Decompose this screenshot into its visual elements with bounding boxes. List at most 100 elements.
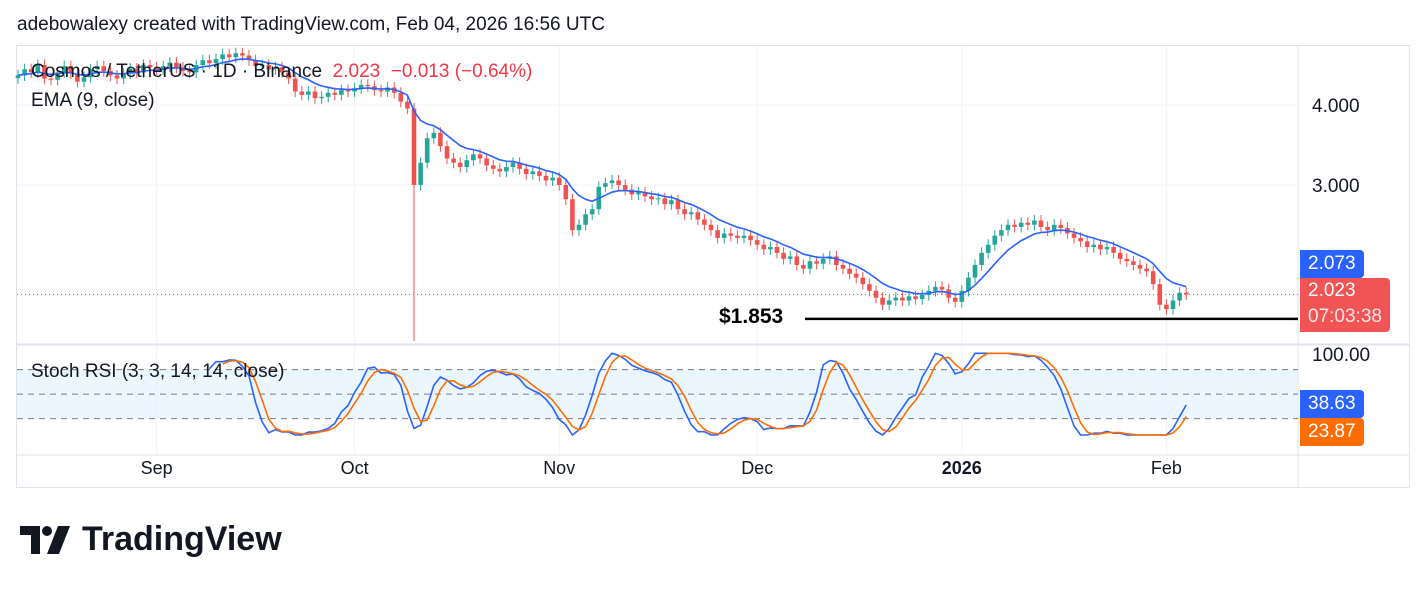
candle-body: [906, 296, 912, 301]
candle-body: [471, 154, 476, 161]
candle-body: [972, 264, 978, 278]
candle-body: [669, 200, 674, 205]
candle-body: [1038, 220, 1044, 227]
candle-body: [510, 162, 516, 168]
candle-body: [319, 96, 324, 99]
candle-body: [246, 55, 252, 61]
candle-body: [220, 54, 225, 60]
candle-body: [952, 297, 958, 302]
support-label: $1.853: [719, 305, 784, 328]
chart-frame[interactable]: [16, 45, 1410, 488]
candle-body: [1051, 224, 1057, 231]
time-axis-label: Sep: [141, 458, 173, 478]
candle-body: [147, 64, 153, 68]
candle-body: [867, 284, 872, 291]
candle-body: [35, 64, 41, 73]
candle-body: [490, 165, 496, 169]
candle-body: [1025, 222, 1031, 225]
candle-body: [1131, 261, 1136, 265]
candle-body: [306, 91, 311, 95]
candle-body: [1045, 226, 1050, 231]
candle-body: [477, 154, 483, 159]
candle-body: [873, 290, 879, 298]
candle-body: [174, 62, 179, 68]
stoch-rsi-legend[interactable]: Stoch RSI (3, 3, 14, 14, close): [31, 361, 285, 382]
candle-body: [570, 199, 575, 231]
candle-body: [1164, 304, 1169, 310]
candle-body: [127, 68, 133, 74]
candle-body: [438, 132, 443, 147]
candle-body: [358, 84, 364, 89]
candle-body: [15, 75, 21, 79]
candle-body: [114, 75, 120, 79]
candle-body: [292, 78, 298, 92]
candle-body: [847, 268, 852, 274]
symbol-legend[interactable]: Cosmos / TetherUS · 1D · Binance 2.023 −…: [31, 61, 532, 83]
candle-body: [900, 297, 905, 301]
candle-body: [985, 244, 991, 253]
candle-body: [42, 64, 47, 79]
symbol-title: Cosmos / TetherUS · 1D · Binance: [31, 61, 323, 82]
candle-body: [979, 252, 984, 265]
attribution: adebowalexy created with TradingView.com…: [17, 14, 605, 35]
candle-body: [464, 160, 470, 168]
stoch-k-line: [208, 352, 1187, 437]
time-axis-label: Dec: [741, 458, 773, 478]
candle-body: [537, 171, 542, 176]
ema-legend[interactable]: EMA (9, close): [31, 90, 155, 111]
candle-body: [332, 92, 338, 95]
candle-body: [1117, 252, 1123, 259]
candle-body: [880, 297, 885, 305]
candle-body: [101, 66, 107, 72]
bar-countdown: 07:03:38: [1308, 306, 1382, 327]
candle-body: [530, 171, 536, 175]
candle-body: [939, 286, 945, 290]
candle-body: [655, 198, 661, 200]
candle-body: [378, 90, 384, 92]
ema-price-tag: 2.073: [1300, 250, 1364, 278]
candle-body: [933, 286, 938, 291]
candle-body: [550, 177, 555, 181]
candle-body: [1012, 224, 1017, 227]
candle-body: [834, 256, 839, 265]
candle-body: [339, 90, 344, 95]
candle-body: [616, 180, 621, 185]
candle-body: [583, 214, 588, 225]
candle-body: [273, 67, 278, 70]
candle-body: [886, 300, 892, 305]
candle-body: [523, 168, 529, 175]
candle-body: [543, 175, 549, 181]
candle-body: [1018, 222, 1024, 227]
candle-body: [1104, 247, 1110, 250]
time-axis-label: Oct: [341, 458, 369, 478]
candle-body: [992, 235, 998, 245]
ema-line: [17, 58, 1187, 296]
candle-body: [754, 240, 760, 245]
candle-body: [405, 101, 410, 109]
candle-body: [787, 256, 793, 259]
tradingview-logo[interactable]: TradingView: [20, 520, 282, 559]
candle-body: [398, 92, 404, 102]
candle-body: [81, 77, 87, 82]
candle-body: [774, 247, 780, 253]
candle-body: [94, 66, 100, 70]
candle-body: [688, 212, 694, 215]
candle-body: [154, 67, 159, 70]
candle-body: [75, 73, 80, 82]
time-axis-label: Feb: [1151, 458, 1182, 478]
candle-body: [200, 60, 206, 65]
candle-body: [853, 273, 859, 278]
candle-body: [576, 224, 582, 231]
candle-body: [715, 230, 720, 238]
candle-body: [504, 167, 509, 172]
candle-body: [497, 168, 503, 172]
candle-body: [48, 78, 54, 80]
candle-body: [1137, 264, 1143, 269]
candle-body: [1183, 292, 1189, 295]
candle-body: [728, 233, 734, 236]
candle-body: [345, 90, 351, 92]
candle-body: [286, 72, 291, 79]
candle-body: [1005, 224, 1011, 231]
candle-body: [1150, 271, 1156, 285]
